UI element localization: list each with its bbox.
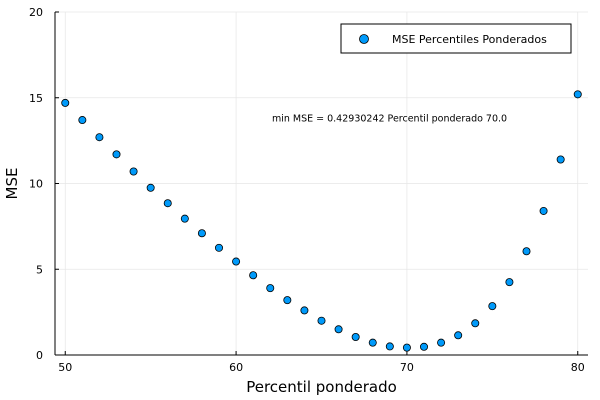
data-point [214, 243, 223, 252]
data-point [522, 247, 531, 256]
x-tick-label: 60 [229, 361, 243, 374]
x-tick-label: 70 [400, 361, 414, 374]
data-point [197, 229, 206, 238]
data-point [488, 302, 497, 311]
data-point [471, 319, 480, 328]
data-point [539, 206, 548, 215]
data-points [61, 90, 582, 352]
min-mse-annotation: min MSE = 0.42930242 Percentil ponderado… [272, 113, 507, 124]
data-point [334, 325, 343, 334]
data-point [249, 271, 258, 280]
data-point [163, 199, 172, 208]
data-point [95, 133, 104, 142]
data-point [266, 284, 275, 293]
data-point [112, 150, 121, 159]
data-point [368, 338, 377, 347]
data-point [351, 332, 360, 341]
y-tick-label: 15 [29, 92, 43, 105]
legend-box [340, 23, 572, 54]
data-point [402, 343, 411, 352]
data-point [283, 296, 292, 305]
data-point [454, 331, 463, 340]
data-point [419, 342, 428, 351]
y-tick-label: 20 [29, 6, 43, 19]
data-point [61, 98, 70, 107]
data-point [180, 214, 189, 223]
data-point [129, 167, 138, 176]
x-tick-label: 80 [571, 361, 585, 374]
data-point [317, 316, 326, 325]
legend-marker [359, 34, 369, 44]
legend-label: MSE Percentiles Ponderados [392, 33, 547, 46]
data-point [78, 116, 87, 125]
grid [55, 11, 588, 356]
y-axis-title: MSE [3, 168, 21, 200]
axis-ticks: 50 60 70 80 0 5 10 15 20 [29, 6, 585, 374]
y-tick-label: 0 [36, 349, 43, 362]
legend: MSE Percentiles Ponderados [340, 23, 572, 54]
data-point [556, 155, 565, 164]
x-axis-title: Percentil ponderado [246, 378, 397, 396]
data-point [573, 90, 582, 99]
x-tick-label: 50 [58, 361, 72, 374]
data-point [146, 183, 155, 192]
data-point [300, 306, 309, 315]
data-point [505, 278, 514, 287]
y-tick-label: 10 [29, 178, 43, 191]
data-point [232, 257, 241, 266]
data-point [437, 338, 446, 347]
data-point [385, 342, 394, 351]
y-tick-label: 5 [36, 263, 43, 276]
